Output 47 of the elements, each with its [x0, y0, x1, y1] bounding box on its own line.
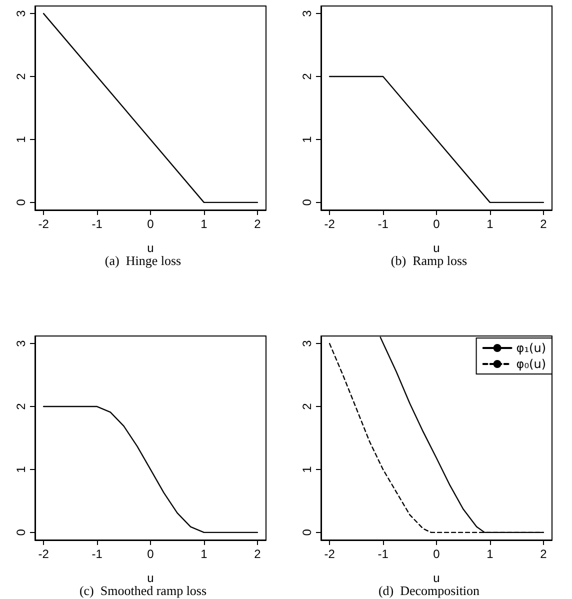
y-tick-label: 0 [300, 198, 314, 206]
text: (a) Hinge loss [104, 253, 182, 268]
y-tick-label: 3 [14, 10, 28, 17]
x-tick-label: -1 [92, 547, 103, 561]
x-axis-title: u [433, 571, 440, 585]
x-tick-label: -2 [324, 217, 336, 231]
x-tick-label: 1 [200, 217, 208, 231]
x-tick-label: 0 [433, 217, 440, 231]
y-tick-label: 1 [14, 136, 28, 143]
y-tick-label: 0 [14, 198, 28, 206]
x-axis-title: u [147, 571, 154, 585]
line-series [42, 406, 258, 534]
x-tick-label: -2 [38, 547, 50, 561]
x-axis-title: u [147, 241, 154, 255]
y-tick-label: 2 [300, 402, 314, 410]
y-tick-label: 1 [14, 466, 28, 473]
x-tick-label: 1 [200, 547, 208, 561]
text: (d) Decomposition [378, 583, 480, 598]
x-tick-label: -1 [378, 547, 389, 561]
legend-label: φ₀(u) [516, 357, 546, 371]
y-tick-label: 2 [300, 72, 314, 80]
x-tick-label: 0 [147, 217, 154, 231]
y-tick-label: 3 [300, 340, 314, 347]
x-tick-label: -2 [38, 217, 50, 231]
x-tick-label: -1 [92, 217, 103, 231]
y-tick-label: 3 [300, 10, 314, 17]
text: (b) Ramp loss [390, 253, 468, 268]
y-tick-label: 2 [14, 402, 28, 410]
y-tick-label: 1 [300, 136, 314, 143]
x-tick-label: 1 [486, 217, 494, 231]
text: (c) Smoothed ramp loss [79, 583, 207, 598]
x-tick-label: 1 [486, 547, 494, 561]
y-tick-label: 3 [14, 340, 28, 347]
y-tick-label: 0 [300, 528, 314, 536]
y-tick-label: 0 [14, 528, 28, 536]
legend-label: φ₁(u) [516, 341, 546, 355]
x-tick-label: 2 [540, 217, 548, 231]
x-tick-label: 2 [254, 217, 262, 231]
y-tick-label: 1 [300, 466, 314, 473]
x-tick-label: -1 [378, 217, 389, 231]
x-tick-label: -2 [324, 547, 336, 561]
x-axis-title: u [433, 241, 440, 255]
x-tick-label: 2 [254, 547, 262, 561]
x-tick-label: 0 [433, 547, 440, 561]
x-tick-label: 0 [147, 547, 154, 561]
x-tick-label: 2 [540, 547, 548, 561]
y-tick-label: 2 [14, 72, 28, 80]
